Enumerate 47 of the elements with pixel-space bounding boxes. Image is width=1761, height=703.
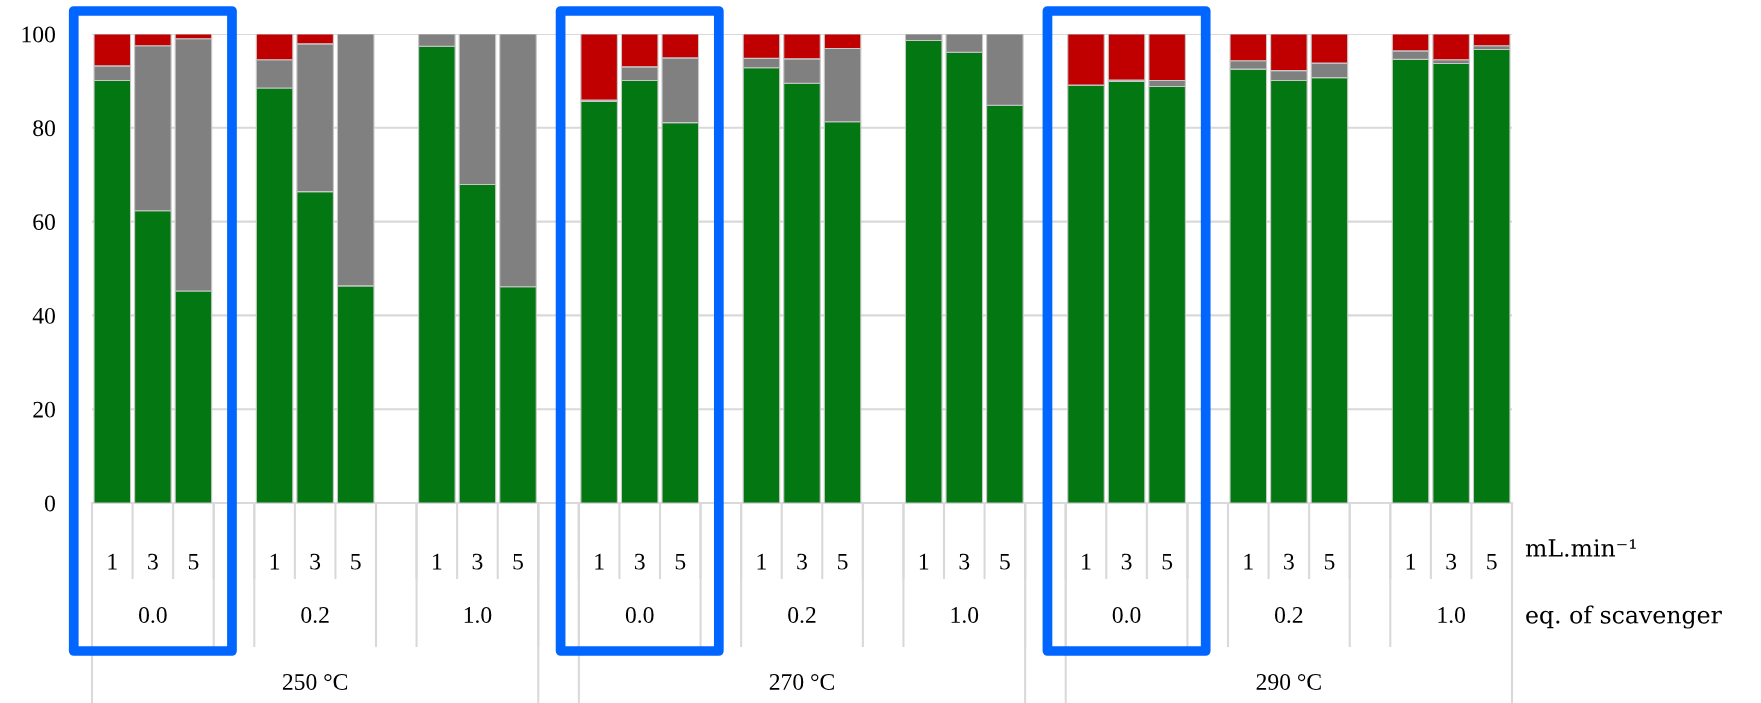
x-tick-label: 3 [1121,553,1132,570]
x-tick-label: 1 [1082,553,1091,570]
text: 1.0 [464,606,492,624]
text: 250 °C [282,673,348,690]
x-tick-label: 1 [108,553,117,570]
x-tick-label: 1 [1406,553,1416,570]
text: 0.2 [788,606,816,624]
text: 1.0 [951,606,979,624]
text: 1.0 [1438,606,1465,624]
x-tick-label: 1 [757,553,766,570]
x-tick-label: 3 [148,553,158,570]
x-tick-label: 5 [1324,553,1335,570]
x-tick-label: 1 [1244,553,1253,570]
x-tick-label: 3 [310,553,321,570]
x-tick-label: 1 [433,553,442,570]
y-tick-label: 20 [33,401,55,418]
x-tick-label: 3 [1446,553,1457,570]
x-tick-label: 5 [838,553,848,570]
y-tick-label: 0 [44,495,55,512]
text: 0.2 [1275,606,1303,624]
x-tick-label: 5 [1162,553,1173,570]
text: 0.0 [139,606,167,624]
text: 0.0 [625,606,654,624]
text: mL.min⁻¹ [1525,539,1636,557]
x-tick-label: 1 [595,553,604,570]
x-tick-label: 3 [1284,553,1294,570]
x-tick-label: 1 [919,553,929,570]
text: 0.2 [301,606,329,624]
text: 290 °C [1256,673,1321,690]
y-tick-label: 100 [22,26,55,43]
x-tick-label: 5 [351,553,361,570]
x-tick-label: 1 [270,553,280,570]
x-tick-label: 5 [188,553,199,570]
x-tick-label: 5 [1487,553,1497,570]
x-tick-label: 3 [634,553,645,570]
y-tick-label: 60 [33,214,55,231]
x-tick-label: 5 [1000,553,1010,570]
x-tick-label: 3 [472,553,483,570]
y-tick-label: 80 [33,120,55,137]
x-tick-label: 3 [959,553,970,570]
x-tick-label: 3 [797,553,807,570]
x-tick-label: 5 [675,553,686,570]
text: 0.0 [1112,606,1141,624]
x-tick-label: 5 [513,553,523,570]
text: 270 °C [769,673,834,690]
y-tick-label: 40 [32,307,55,324]
text: eq. of scavenger [1526,605,1722,629]
